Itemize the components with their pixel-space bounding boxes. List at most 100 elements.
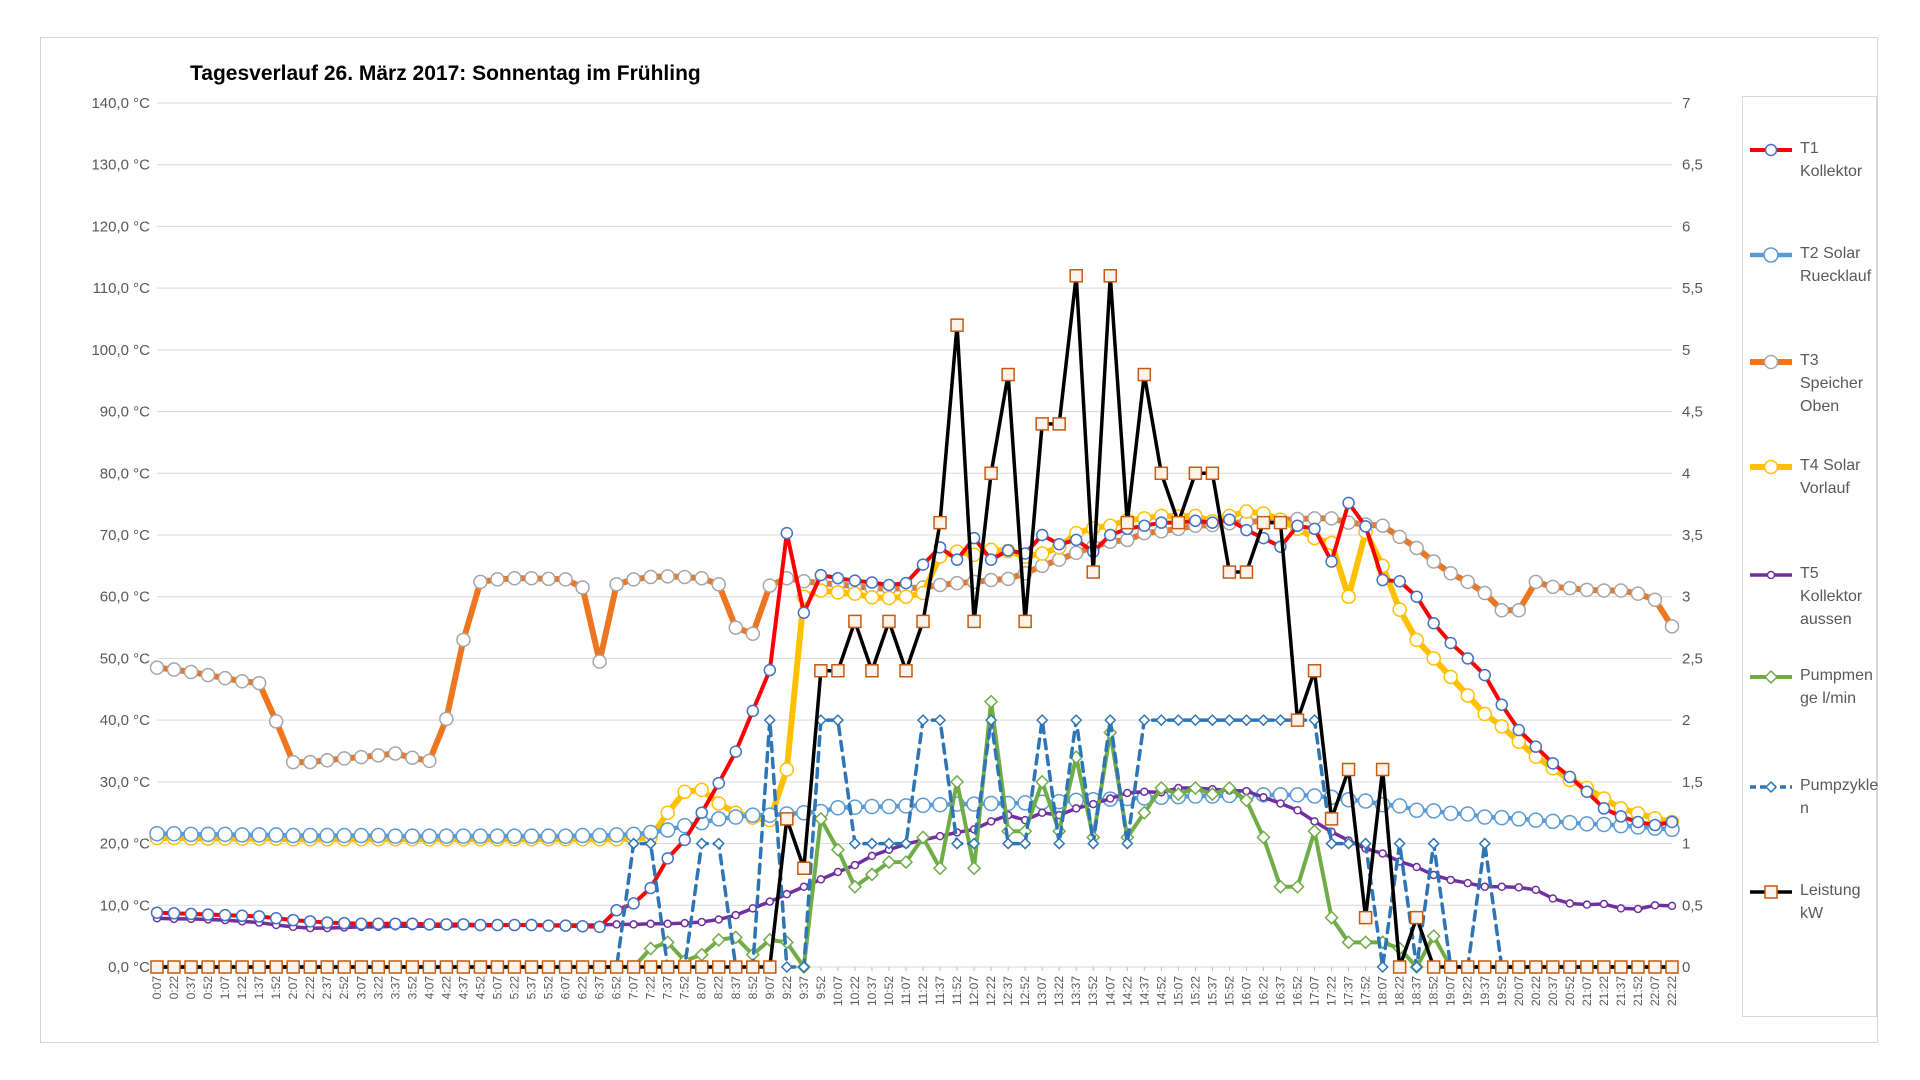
- marker-pumpzyklen: [1376, 960, 1389, 974]
- marker-pumpzyklen: [712, 837, 725, 850]
- marker-t2-solar-ruecklauf: [745, 807, 761, 823]
- x-axis-label: 10:37: [865, 976, 879, 1006]
- marker-t5-kollektor-aussen: [1633, 904, 1643, 914]
- marker-pumpzyklen: [1036, 714, 1049, 727]
- legend-sample-line: [1750, 669, 1792, 685]
- marker-t5-kollektor-aussen: [1463, 878, 1472, 888]
- marker-t2-solar-ruecklauf: [506, 828, 523, 844]
- x-axis-label: 5:07: [490, 976, 504, 1000]
- x-axis-label: 17:37: [1342, 976, 1356, 1006]
- right-axis-label: 2: [1682, 712, 1690, 729]
- left-axis-label: 10,0 °C: [100, 897, 150, 914]
- marker-pumpzyklen: [1223, 714, 1236, 727]
- marker-leistung-kw: [1495, 960, 1509, 974]
- x-axis-label: 2:37: [320, 976, 334, 1000]
- legend-label: Leistung kW: [1800, 879, 1861, 925]
- marker-t1-kollektor: [712, 776, 725, 790]
- marker-pumpmenge-l-min: [1358, 935, 1373, 950]
- marker-t2-solar-ruecklauf: [1357, 793, 1374, 809]
- marker-t5-kollektor-aussen: [1582, 900, 1592, 909]
- marker-t1-kollektor: [372, 917, 385, 931]
- marker-t3-speicher-oben: [575, 580, 590, 595]
- marker-pumpzyklen: [916, 714, 930, 727]
- marker-pumpmenge-l-min: [1341, 935, 1356, 950]
- x-axis-label: 2:52: [337, 976, 351, 1000]
- x-axis-label: 13:07: [1035, 976, 1049, 1006]
- marker-t1-kollektor: [1614, 810, 1628, 823]
- x-axis-label: 1:22: [235, 976, 249, 1000]
- x-axis-label: 4:22: [439, 976, 453, 1000]
- marker-t1-kollektor: [474, 918, 487, 932]
- marker-t4-solar-vorlauf: [694, 782, 709, 798]
- marker-leistung-kw: [303, 960, 317, 974]
- marker-leistung-kw: [252, 960, 266, 974]
- legend-label-line: Kollektor: [1800, 163, 1863, 180]
- marker-t1-kollektor: [1052, 538, 1066, 551]
- marker-t1-kollektor: [882, 578, 896, 592]
- marker-t4-solar-vorlauf: [1239, 504, 1254, 519]
- marker-t1-kollektor: [763, 663, 777, 677]
- marker-t1-kollektor: [1648, 818, 1662, 832]
- marker-t3-speicher-oben: [1545, 579, 1561, 595]
- marker-t5-kollektor-aussen: [731, 910, 741, 920]
- marker-t2-solar-ruecklauf: [353, 827, 370, 844]
- legend-sample-line: [1750, 354, 1792, 370]
- marker-leistung-kw: [1529, 960, 1543, 974]
- marker-t5-kollektor-aussen: [850, 860, 860, 870]
- marker-leistung-kw: [1580, 960, 1594, 974]
- x-axis-label: 20:37: [1546, 976, 1560, 1006]
- series-line-leistung-kw: [155, 274, 1674, 969]
- marker-pumpmenge-l-min: [847, 879, 862, 894]
- x-axis-label: 0:37: [184, 976, 198, 1000]
- marker-t1-kollektor: [1376, 573, 1389, 587]
- marker-t3-speicher-oben: [1613, 583, 1629, 598]
- marker-pumpmenge-l-min: [1205, 787, 1220, 802]
- left-axis-label: 70,0 °C: [100, 527, 150, 544]
- marker-t3-speicher-oben: [626, 572, 641, 587]
- marker-t2-solar-ruecklauf: [149, 825, 165, 842]
- marker-leistung-kw: [933, 515, 947, 530]
- marker-leistung-kw: [218, 960, 232, 974]
- x-axis-label: 4:07: [422, 976, 436, 1000]
- x-axis-label: 17:52: [1359, 976, 1373, 1006]
- marker-t2-solar-ruecklauf: [472, 828, 489, 844]
- marker-t2-solar-ruecklauf: [217, 826, 233, 843]
- x-axis-label: 9:37: [797, 976, 811, 1000]
- marker-t3-speicher-oben: [762, 578, 778, 593]
- right-axis-label: 1,5: [1682, 774, 1703, 791]
- marker-leistung-kw: [984, 466, 998, 481]
- marker-t5-kollektor-aussen: [833, 867, 843, 877]
- x-axis-label: 18:07: [1376, 976, 1390, 1006]
- marker-leistung-kw: [269, 960, 283, 974]
- chart-card: [40, 37, 1878, 1043]
- marker-t2-solar-ruecklauf: [932, 796, 948, 813]
- legend-sample-line: [1750, 780, 1792, 794]
- legend-label-line: T5: [1800, 565, 1819, 582]
- marker-t2-solar-ruecklauf: [166, 825, 182, 842]
- marker-t5-kollektor-aussen: [1497, 882, 1507, 892]
- marker-t1-kollektor: [406, 917, 419, 931]
- marker-leistung-kw: [1597, 960, 1611, 974]
- marker-t1-kollektor: [1461, 652, 1474, 665]
- marker-pumpmenge-l-min: [1307, 824, 1322, 839]
- marker-t3-speicher-oben: [388, 746, 403, 761]
- marker-leistung-kw: [1103, 269, 1118, 283]
- marker-pumpmenge-l-min: [1290, 879, 1305, 894]
- marker-t3-speicher-oben: [1562, 580, 1578, 596]
- marker-pumpzyklen: [644, 837, 657, 850]
- marker-t3-speicher-oben: [473, 574, 488, 590]
- legend-label-line: T2 Solar: [1800, 245, 1861, 262]
- marker-t2-solar-ruecklauf: [387, 828, 404, 844]
- marker-t1-kollektor: [457, 918, 470, 931]
- marker-t3-speicher-oben: [217, 670, 233, 686]
- marker-leistung-kw: [235, 960, 249, 974]
- marker-pumpzyklen: [899, 837, 913, 850]
- marker-t1-kollektor: [337, 916, 351, 930]
- x-axis-label: 8:52: [746, 976, 760, 1000]
- marker-t2-solar-ruecklauf: [302, 827, 318, 844]
- marker-leistung-kw: [456, 960, 471, 974]
- marker-pumpzyklen: [968, 837, 981, 850]
- marker-leistung-kw: [1256, 515, 1271, 530]
- marker-leistung-kw: [473, 960, 488, 974]
